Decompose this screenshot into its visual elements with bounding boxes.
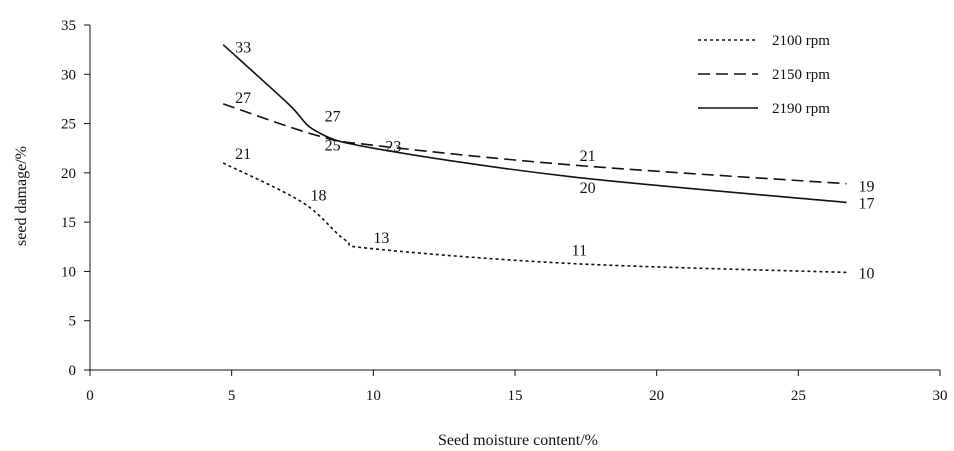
- y-tick-label: 0: [69, 363, 77, 379]
- y-tick-label: 15: [61, 215, 76, 231]
- x-tick-label: 20: [649, 388, 664, 404]
- data-label: 25: [325, 137, 341, 154]
- legend-label: 2100 rpm: [772, 33, 830, 49]
- data-label: 23: [385, 138, 401, 155]
- axes: 0 5 10 15 20 25 30 0 5 10 15 20 25 30 35: [61, 18, 948, 404]
- y-tick-label: 35: [61, 18, 76, 34]
- data-labels: 21 18 13 11 10 27 25 23 21 19 33 27 20 17: [235, 40, 874, 283]
- data-label: 20: [580, 180, 596, 197]
- y-ticks: 0 5 10 15 20 25 30 35: [61, 18, 90, 379]
- x-tick-label: 0: [86, 388, 94, 404]
- series-line-1: [222, 162, 847, 274]
- y-axis-title: seed damage/%: [13, 146, 30, 246]
- y-tick-label: 5: [69, 314, 77, 330]
- legend: 2100 rpm 2150 rpm 2190 rpm: [698, 33, 830, 117]
- data-label: 19: [859, 179, 875, 196]
- x-tick-label: 10: [366, 388, 381, 404]
- series-line-3: [222, 44, 847, 204]
- data-label: 21: [235, 146, 251, 163]
- x-tick-label: 15: [508, 388, 523, 404]
- series-layer: [222, 44, 847, 274]
- x-tick-label: 30: [933, 388, 948, 404]
- data-label: 13: [373, 230, 389, 247]
- data-label: 33: [235, 40, 251, 57]
- x-tick-label: 25: [791, 388, 806, 404]
- data-label: 18: [311, 187, 327, 204]
- data-label: 27: [235, 90, 251, 107]
- legend-label: 2150 rpm: [772, 67, 830, 83]
- y-tick-label: 10: [61, 264, 76, 280]
- y-tick-label: 30: [61, 67, 76, 83]
- x-axis-title: Seed moisture content/%: [438, 432, 598, 449]
- data-label: 10: [859, 265, 875, 282]
- data-label: 21: [580, 148, 596, 165]
- y-tick-label: 25: [61, 117, 76, 133]
- data-label: 11: [572, 243, 587, 260]
- x-ticks: 0 5 10 15 20 25 30: [86, 370, 948, 404]
- x-tick-label: 5: [228, 388, 236, 404]
- data-label: 17: [859, 195, 875, 212]
- data-label: 27: [325, 108, 341, 125]
- y-tick-label: 20: [61, 166, 76, 182]
- legend-label: 2190 rpm: [772, 101, 830, 117]
